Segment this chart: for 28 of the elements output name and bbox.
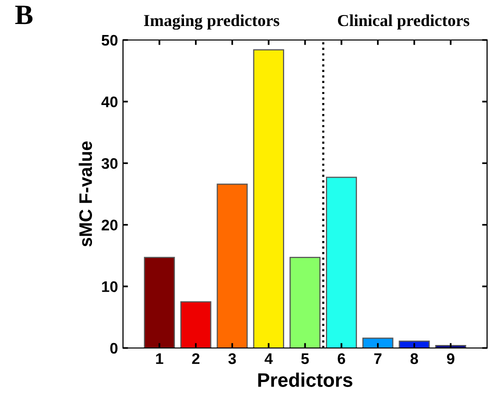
text: Imaging predictors (144, 14, 280, 30)
y-tick-label: 20 (102, 220, 118, 230)
bar (180, 301, 212, 348)
x-tick-label: 8 (410, 353, 418, 364)
x-tick-label: 5 (301, 353, 309, 364)
bar (326, 176, 357, 348)
y-tick-label: 10 (102, 281, 118, 292)
x-tick-label: 6 (338, 353, 346, 364)
bar (362, 338, 394, 348)
bar (144, 256, 175, 348)
y-tick-label: 0 (110, 342, 118, 354)
x-axis-title: Predictors (258, 372, 352, 387)
x-tick-label: 7 (374, 353, 382, 364)
y-axis-title: sMC F-value (78, 141, 92, 247)
y-tick-label: 40 (101, 96, 118, 108)
text: Clinical predictors (338, 14, 470, 30)
x-tick-label: 1 (156, 353, 164, 364)
x-tick-label: 4 (264, 353, 273, 364)
y-tick-label: 50 (102, 34, 118, 46)
bar (216, 184, 248, 348)
text: B (15, 6, 33, 24)
bar (290, 256, 321, 348)
bar (398, 340, 430, 348)
x-tick-label: 3 (228, 353, 236, 364)
x-tick-label: 9 (446, 353, 454, 364)
bar (253, 49, 284, 348)
y-tick-label: 30 (102, 158, 118, 169)
x-tick-label: 2 (192, 353, 200, 364)
